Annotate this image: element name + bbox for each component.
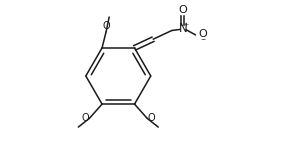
Text: −: − <box>200 36 205 41</box>
Text: O: O <box>198 29 207 40</box>
Text: O: O <box>102 21 110 31</box>
Text: O: O <box>81 113 89 123</box>
Text: O: O <box>178 5 187 15</box>
Text: +: + <box>184 22 189 28</box>
Text: O: O <box>148 113 155 123</box>
Text: N: N <box>178 22 187 35</box>
